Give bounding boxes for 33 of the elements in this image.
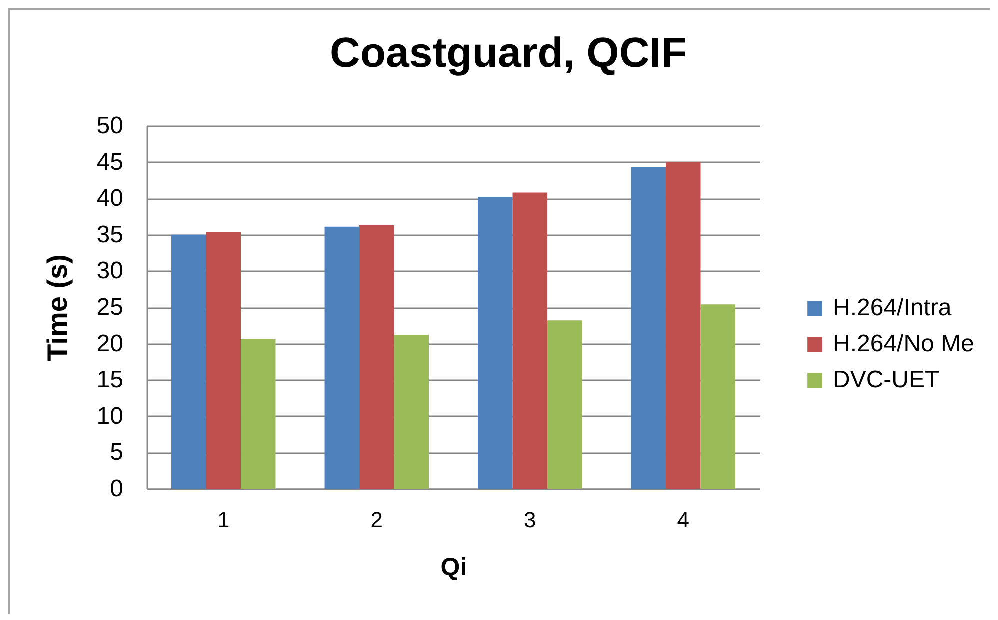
y-tick-label: 10 (96, 402, 124, 430)
y-axis-title: Time (s) (42, 254, 73, 362)
x-tick-label: 1 (218, 508, 230, 532)
y-tick-label: 30 (96, 258, 124, 285)
x-tick-label: 2 (370, 508, 383, 532)
y-tick-label: 50 (96, 112, 124, 140)
bar (478, 197, 513, 489)
bar (700, 304, 736, 489)
bar (631, 167, 666, 489)
y-tick-label: 25 (96, 294, 124, 321)
y-tick-label: 15 (96, 366, 124, 394)
bar (240, 339, 276, 489)
bar (512, 192, 548, 489)
y-tick-label: 0 (110, 476, 124, 502)
y-tick-label: 20 (96, 330, 124, 358)
bar (547, 320, 582, 489)
legend-label: DVC-UET (833, 366, 940, 394)
bar (360, 225, 394, 489)
y-tick-label: 5 (110, 439, 124, 466)
y-tick-label: 45 (96, 148, 124, 176)
legend-label: H.264/No Me (833, 330, 974, 358)
legend-label: H.264/Intra (833, 294, 952, 322)
x-tick-label: 4 (677, 508, 690, 532)
y-tick-label: 40 (96, 185, 124, 212)
x-tick-label: 3 (524, 508, 536, 532)
bar (172, 234, 206, 489)
y-tick-label: 35 (96, 221, 124, 248)
bar (666, 162, 701, 489)
x-axis-title: Qi (440, 554, 468, 582)
chart-title: Coastguard, QCIF (330, 29, 688, 76)
bar (394, 335, 429, 489)
bar (324, 226, 360, 489)
bar (206, 232, 241, 489)
